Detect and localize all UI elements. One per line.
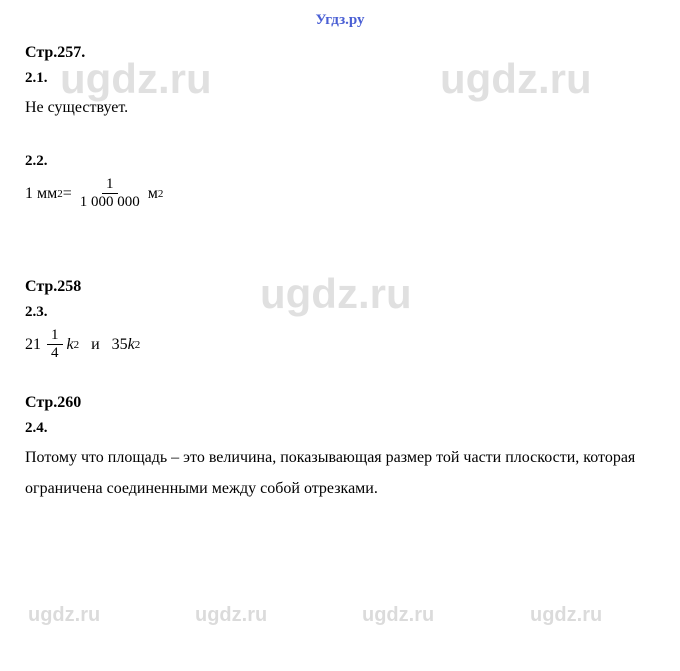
fraction-denominator: 1 000 000 xyxy=(76,194,144,211)
exponent: 2 xyxy=(135,339,141,351)
fraction: 1 4 xyxy=(47,327,63,362)
section-title: Стр.258 xyxy=(25,278,655,296)
section-title: Стр.260 xyxy=(25,394,655,412)
conjunction: и xyxy=(79,336,112,354)
fraction: 1 1 000 000 xyxy=(76,176,144,211)
formula-k-squared: 21 1 4 k2 и 35k2 xyxy=(25,327,655,362)
fraction-denominator: 4 xyxy=(47,345,63,362)
variable-k: k xyxy=(128,336,135,354)
exponent: 2 xyxy=(158,188,164,200)
fraction-numerator: 1 xyxy=(102,176,118,194)
watermark-small: ugdz.ru xyxy=(530,604,602,627)
watermark-small: ugdz.ru xyxy=(362,604,434,627)
item-text: Не существует. xyxy=(25,93,655,123)
site-header: Угдз.ру xyxy=(25,12,655,29)
item-number: 2.2. xyxy=(25,153,655,170)
item-number: 2.1. xyxy=(25,70,655,87)
value-35: 35 xyxy=(112,336,128,354)
item-number: 2.4. xyxy=(25,420,655,437)
watermark-small: ugdz.ru xyxy=(28,604,100,627)
formula-lhs: 1 мм xyxy=(25,185,57,203)
equals-sign: = xyxy=(63,185,72,203)
item-number: 2.3. xyxy=(25,304,655,321)
formula-mm-to-m: 1 мм2 = 1 1 000 000 м2 xyxy=(25,176,655,211)
section-title: Стр.257. xyxy=(25,44,655,62)
mixed-whole: 21 xyxy=(25,336,41,354)
item-text: Потому что площадь – это величина, показ… xyxy=(25,443,655,504)
fraction-numerator: 1 xyxy=(47,327,63,345)
watermark-small: ugdz.ru xyxy=(195,604,267,627)
mixed-fraction: 21 1 4 xyxy=(25,327,67,362)
formula-unit: м xyxy=(148,185,158,203)
variable-k: k xyxy=(67,336,74,354)
